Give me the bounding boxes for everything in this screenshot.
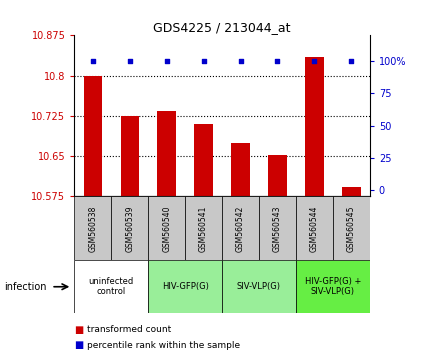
Bar [296, 196, 333, 260]
Bar [185, 196, 222, 260]
Bar [296, 260, 370, 313]
Bar [222, 260, 296, 313]
Text: HIV-GFP(G): HIV-GFP(G) [162, 282, 209, 291]
Title: GDS4225 / 213044_at: GDS4225 / 213044_at [153, 21, 291, 34]
Point [126, 58, 133, 64]
Text: percentile rank within the sample: percentile rank within the sample [87, 341, 240, 350]
Bar [231, 143, 250, 196]
Bar [259, 196, 296, 260]
Point [237, 58, 244, 64]
Point [274, 58, 281, 64]
Text: GSM560541: GSM560541 [199, 205, 208, 252]
Point [200, 58, 207, 64]
Bar [84, 76, 102, 196]
Bar [74, 260, 148, 313]
Text: GSM560543: GSM560543 [273, 205, 282, 252]
Text: GSM560544: GSM560544 [310, 205, 319, 252]
Bar [222, 196, 259, 260]
Point [89, 58, 96, 64]
Text: GSM560545: GSM560545 [347, 205, 356, 252]
Text: infection: infection [4, 282, 47, 292]
Text: HIV-GFP(G) +
SIV-VLP(G): HIV-GFP(G) + SIV-VLP(G) [305, 277, 361, 296]
Bar [342, 187, 360, 196]
Text: uninfected
control: uninfected control [89, 277, 134, 296]
Bar [305, 57, 323, 196]
Point [348, 58, 355, 64]
Bar [148, 196, 185, 260]
Text: SIV-VLP(G): SIV-VLP(G) [237, 282, 281, 291]
Bar [74, 196, 111, 260]
Text: transformed count: transformed count [87, 325, 171, 335]
Bar [157, 110, 176, 196]
Bar [333, 196, 370, 260]
Text: ■: ■ [74, 325, 84, 335]
Bar [111, 196, 148, 260]
Text: ■: ■ [74, 340, 84, 350]
Bar [194, 124, 213, 196]
Point [163, 58, 170, 64]
Bar [268, 155, 287, 196]
Text: GSM560540: GSM560540 [162, 205, 171, 252]
Text: GSM560539: GSM560539 [125, 205, 134, 252]
Point [311, 58, 318, 64]
Bar [148, 260, 222, 313]
Text: GSM560542: GSM560542 [236, 205, 245, 252]
Text: GSM560538: GSM560538 [88, 205, 97, 252]
Bar [121, 116, 139, 196]
